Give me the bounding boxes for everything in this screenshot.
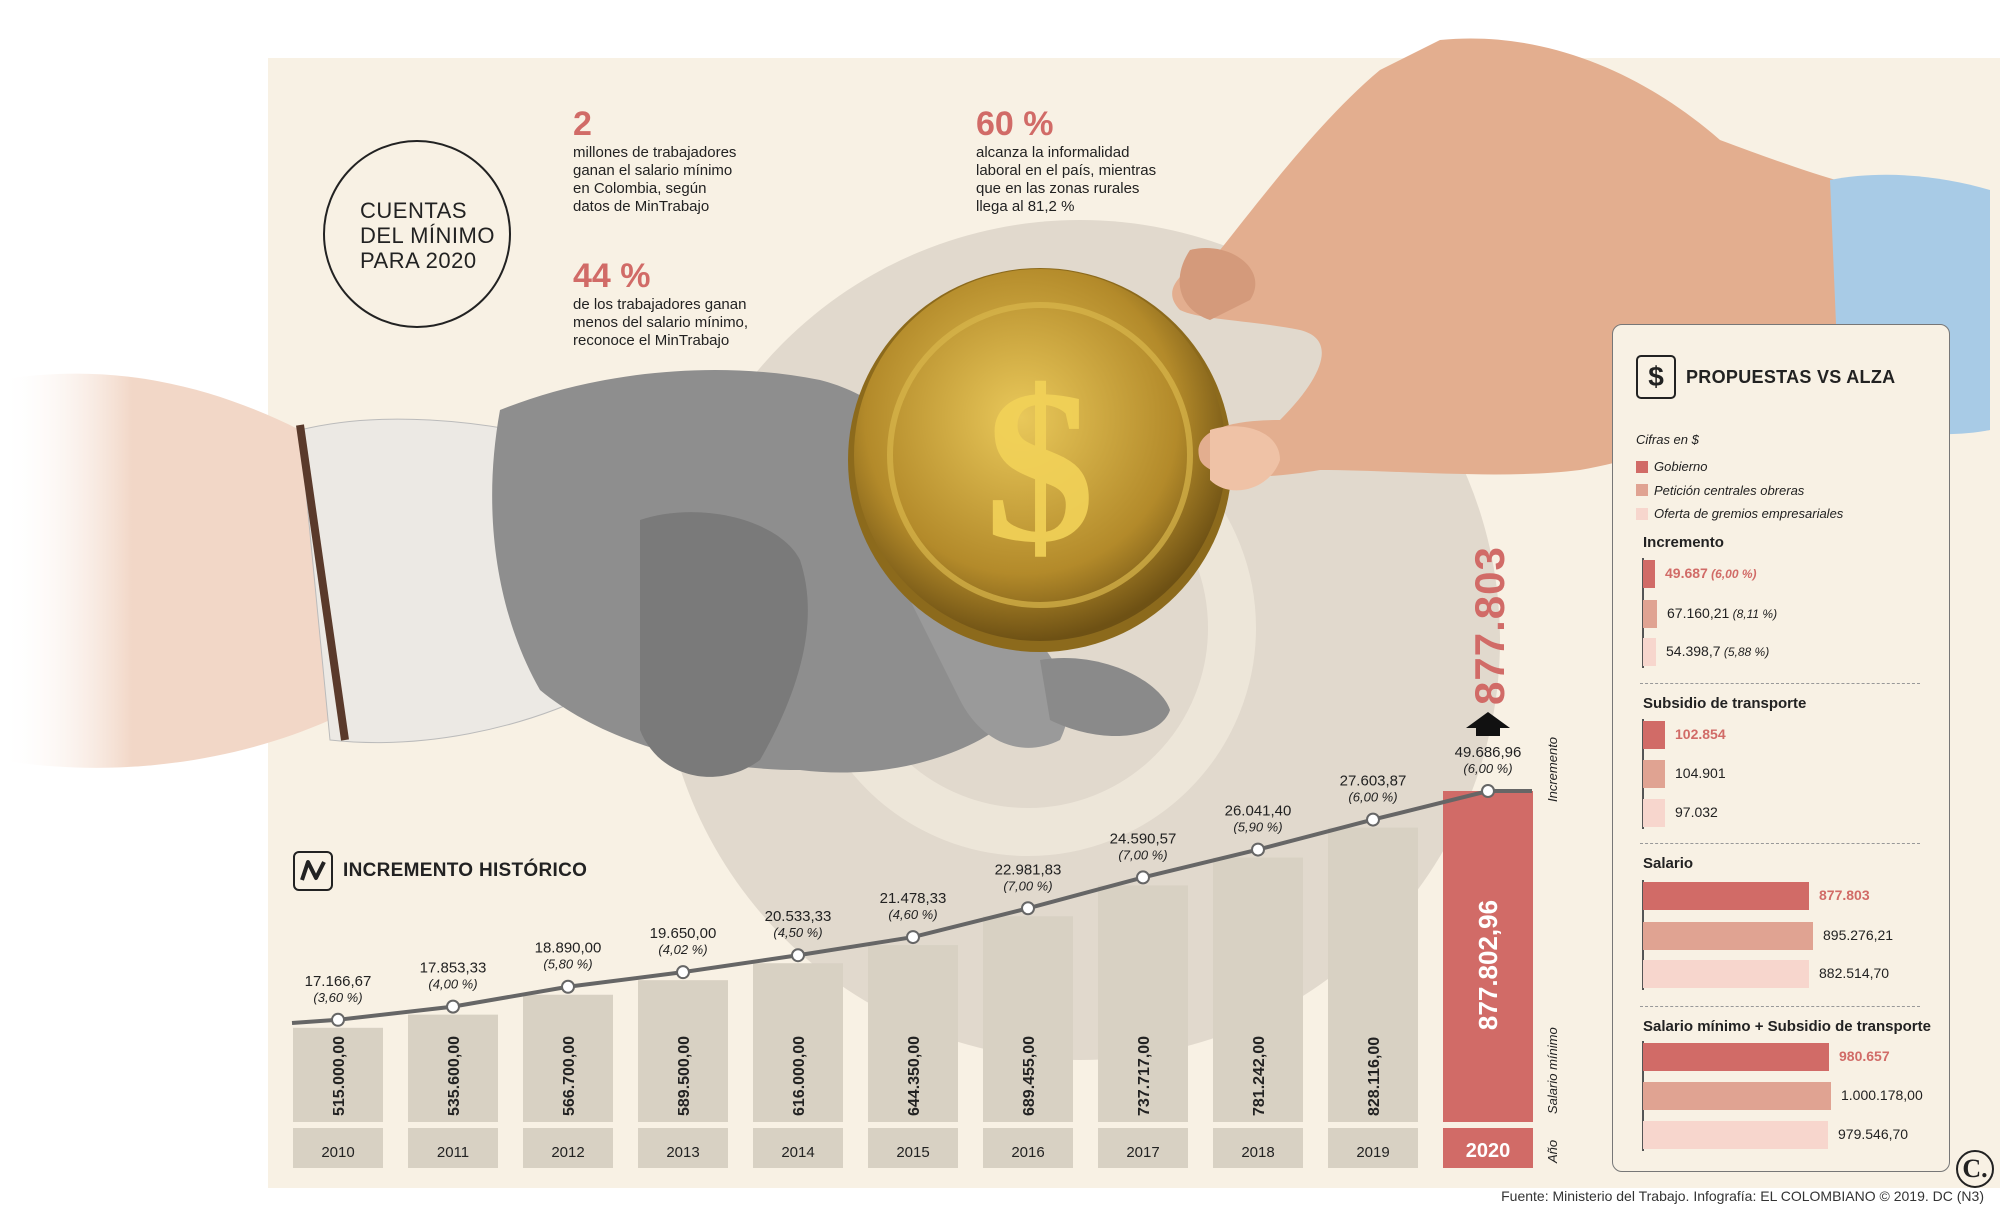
proposal-value-text: 980.657 [1839, 1048, 1890, 1064]
arrow-up-icon [1466, 712, 1510, 736]
proposals-legend: Gobierno Petición centrales obreras Ofer… [1636, 455, 1843, 526]
stat-workers-min-wage: 2 millones de trabajadores ganan el sala… [573, 104, 758, 216]
stat-below-min-wage: 44 % de los trabajadores ganan menos del… [573, 256, 758, 350]
proposal-value: 104.901 [1675, 765, 1726, 781]
proposal-value-text: 97.032 [1675, 804, 1718, 820]
proposal-value-text: 104.901 [1675, 765, 1726, 781]
dollar-icon: $ [1636, 355, 1676, 399]
historic-chart-header: INCREMENTO HISTÓRICO [293, 850, 587, 892]
proposal-value: 882.514,70 [1819, 965, 1889, 981]
proposal-pct-text: (8,11 %) [1729, 607, 1778, 621]
proposal-value: 67.160,21 (8,11 %) [1667, 605, 1777, 621]
proposal-bar [1643, 721, 1665, 749]
proposal-value-text: 49.687 [1665, 565, 1708, 581]
proposal-value: 97.032 [1675, 804, 1718, 820]
proposal-value-text: 882.514,70 [1819, 965, 1890, 981]
proposal-value-text: 102.854 [1675, 726, 1726, 742]
trend-line-icon [293, 851, 333, 891]
proposal-value-text: 1.000.178,00 [1841, 1087, 1923, 1103]
proposals-title: PROPUESTAS VS ALZA [1686, 366, 1896, 387]
proposal-bar [1643, 1121, 1828, 1149]
group-separator [1640, 1006, 1920, 1007]
proposal-bar [1643, 1082, 1831, 1110]
legend-label: Gobierno [1654, 459, 1708, 475]
group-separator [1640, 683, 1920, 684]
proposal-value: 1.000.178,00 [1841, 1087, 1923, 1103]
proposal-value-text: 877.803 [1819, 887, 1870, 903]
axis-label-incremento: Incremento [1545, 736, 1560, 802]
proposal-pct-text: (6,00 %) [1707, 567, 1757, 581]
stat-informality: 60 % alcanza la informalidad laboral en … [976, 104, 1161, 216]
legend-swatch-gobierno [1636, 460, 1648, 473]
legend-item: Gobierno [1636, 455, 1843, 479]
group-title: Salario mínimo + Subsidio de transporte [1643, 1018, 1931, 1035]
source-footer: Fuente: Ministerio del Trabajo. Infograf… [1501, 1188, 1984, 1204]
proposal-bar [1643, 638, 1656, 666]
group-title: Subsidio de transporte [1643, 695, 1807, 712]
proposal-value: 980.657 [1839, 1048, 1890, 1064]
axis-label-salario: Salario mínimo [1545, 1027, 1560, 1114]
proposal-value: 49.687 (6,00 %) [1665, 565, 1757, 581]
axis-label-anio: Año [1545, 1139, 1560, 1163]
proposal-value: 979.546,70 [1838, 1126, 1908, 1142]
stat-value: 44 % [573, 257, 651, 295]
legend-item: Petición centrales obreras [1636, 479, 1843, 503]
proposal-bar [1643, 882, 1809, 910]
proposal-value-text: 67.160,21 [1667, 605, 1730, 621]
stat-description: de los trabajadores ganan menos del sala… [573, 296, 749, 349]
stat-value: 2 [573, 105, 592, 143]
proposal-bar [1643, 760, 1665, 788]
group-title: Incremento [1643, 534, 1724, 551]
legend-swatch-gremios [1636, 507, 1648, 520]
proposal-bar [1643, 600, 1657, 628]
brand-logo: C. [1956, 1150, 1994, 1188]
group-separator [1640, 843, 1920, 844]
highlight-2020-value: 877.803 [1466, 546, 1513, 705]
legend-swatch-centrales [1636, 484, 1648, 497]
proposal-value: 877.803 [1819, 887, 1870, 903]
proposal-bar [1643, 922, 1813, 950]
proposal-value: 895.276,21 [1823, 927, 1893, 943]
title-circle [323, 140, 511, 328]
coin-icon: $ [848, 268, 1232, 652]
legend-item: Oferta de gremios empresariales [1636, 502, 1843, 526]
proposals-panel [1612, 324, 1950, 1172]
legend-label: Oferta de gremios empresariales [1654, 506, 1844, 522]
stat-value: 60 % [976, 105, 1054, 143]
page-title: CUENTAS DEL MÍNIMO PARA 2020 [360, 198, 495, 273]
stat-description: alcanza la informalidad laboral en el pa… [976, 144, 1157, 215]
group-title: Salario [1643, 855, 1694, 872]
proposal-bar [1643, 960, 1809, 988]
units-label: Cifras en $ [1636, 432, 1699, 447]
legend-label: Petición centrales obreras [1654, 482, 1805, 498]
proposal-pct-text: (5,88 %) [1720, 645, 1770, 659]
stat-description: millones de trabajadores ganan el salari… [573, 144, 737, 215]
svg-text:$: $ [985, 344, 1095, 588]
proposal-bar [1643, 799, 1665, 827]
proposal-bar [1643, 560, 1655, 588]
historic-chart-title: INCREMENTO HISTÓRICO [343, 860, 588, 881]
proposal-value: 54.398,7 (5,88 %) [1666, 643, 1769, 659]
proposal-value-text: 979.546,70 [1838, 1126, 1909, 1142]
proposal-value-text: 54.398,7 [1666, 643, 1721, 659]
proposals-header: $ PROPUESTAS VS ALZA [1636, 355, 1895, 399]
proposal-value: 102.854 [1675, 726, 1726, 742]
proposal-bar [1643, 1043, 1829, 1071]
proposal-value-text: 895.276,21 [1823, 927, 1894, 943]
